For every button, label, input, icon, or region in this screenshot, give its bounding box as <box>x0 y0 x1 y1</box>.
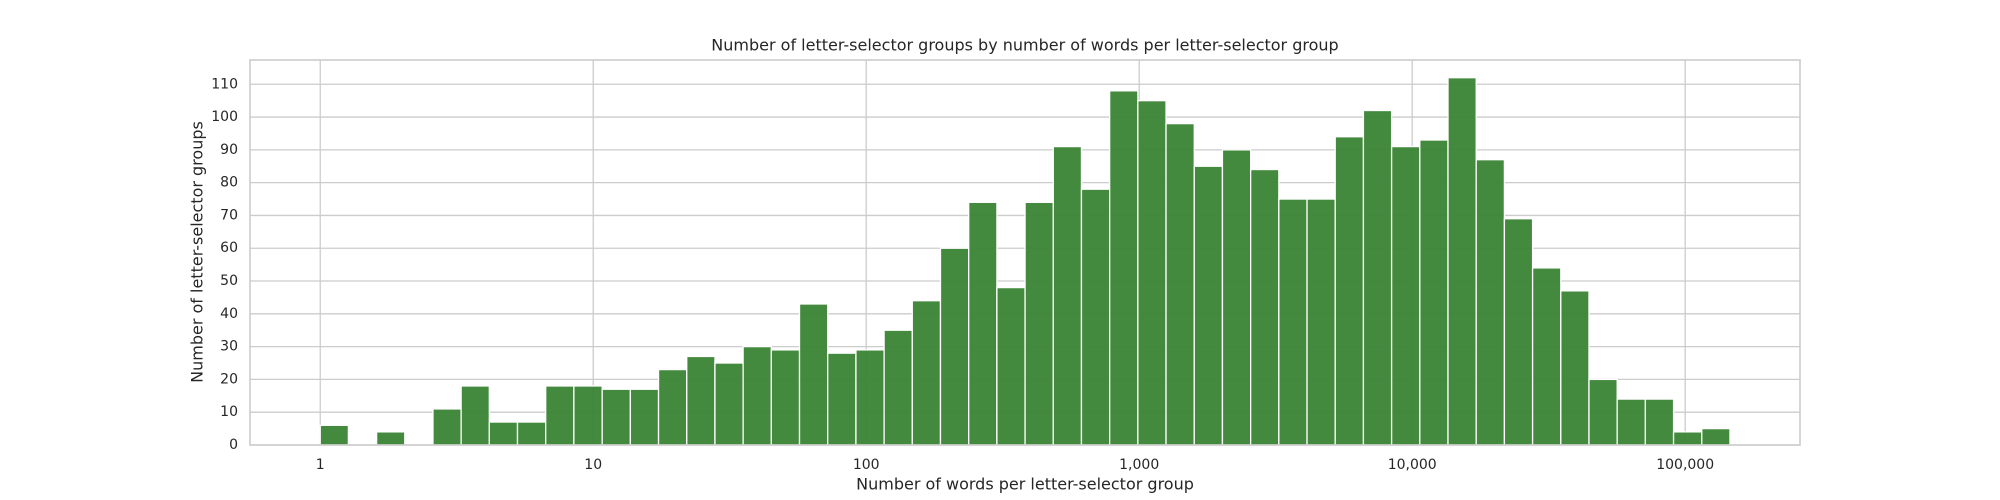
x-tick-label: 100 <box>853 457 880 473</box>
bar <box>996 286 1026 446</box>
bar <box>375 431 406 446</box>
bar <box>1278 198 1308 446</box>
y-tick-label: 40 <box>220 306 238 322</box>
bar <box>1362 109 1393 446</box>
y-tick-label: 20 <box>220 371 238 387</box>
bar <box>1193 165 1224 446</box>
bar <box>1644 398 1675 446</box>
y-tick-label: 0 <box>229 437 238 453</box>
bar <box>742 345 772 446</box>
bar <box>629 388 660 446</box>
bar <box>883 329 913 446</box>
x-tick-label: 10 <box>584 457 602 473</box>
bar <box>1503 218 1534 446</box>
bar <box>939 247 970 446</box>
bar <box>488 421 519 446</box>
bar <box>1419 139 1449 446</box>
bar <box>714 362 744 446</box>
y-axis-label: Number of letter-selector groups <box>188 121 207 383</box>
y-tick-label: 90 <box>220 142 238 158</box>
bar <box>798 303 829 446</box>
bar <box>319 424 350 446</box>
bar <box>686 355 716 446</box>
bar <box>573 385 603 446</box>
y-tick-label: 100 <box>211 109 238 125</box>
y-tick-label: 30 <box>220 339 238 355</box>
bar <box>1109 90 1139 446</box>
bar <box>911 300 942 446</box>
bar <box>1616 398 1647 446</box>
bar <box>1447 77 1477 446</box>
bar <box>855 349 885 446</box>
bar <box>1024 201 1054 446</box>
y-tick-label: 110 <box>211 76 238 92</box>
bar <box>1672 431 1703 446</box>
chart-title: Number of letter-selector groups by numb… <box>711 36 1338 55</box>
y-tick-label: 10 <box>220 404 238 420</box>
y-tick-label: 70 <box>220 207 238 223</box>
bar <box>657 368 688 446</box>
bar <box>1390 145 1421 446</box>
x-tick-label: 100,000 <box>1656 457 1714 473</box>
bar <box>545 385 575 446</box>
bar <box>1560 290 1590 446</box>
x-tick-label: 10,000 <box>1388 457 1437 473</box>
bar <box>1080 188 1111 446</box>
x-axis-label: Number of words per letter-selector grou… <box>856 475 1194 494</box>
bar <box>432 408 462 446</box>
bar <box>1531 267 1562 446</box>
plot-frame <box>249 59 1801 446</box>
bar <box>827 352 857 446</box>
bar <box>1165 122 1195 446</box>
bar <box>770 349 801 446</box>
y-tick-label: 80 <box>220 175 238 191</box>
bar <box>1249 168 1280 446</box>
bar <box>1052 145 1083 446</box>
bar <box>1588 378 1618 446</box>
y-tick-label: 50 <box>220 273 238 289</box>
x-tick-label: 1 <box>316 457 325 473</box>
bar <box>1475 159 1506 446</box>
bar <box>460 385 490 446</box>
bar <box>1334 136 1365 446</box>
bar <box>1306 198 1336 446</box>
bar <box>601 388 632 446</box>
bar <box>1701 427 1731 446</box>
bar <box>1221 149 1252 446</box>
bar <box>1137 100 1167 446</box>
bar <box>968 201 998 446</box>
x-tick-label: 1,000 <box>1119 457 1159 473</box>
bar <box>516 421 547 446</box>
y-tick-label: 60 <box>220 240 238 256</box>
